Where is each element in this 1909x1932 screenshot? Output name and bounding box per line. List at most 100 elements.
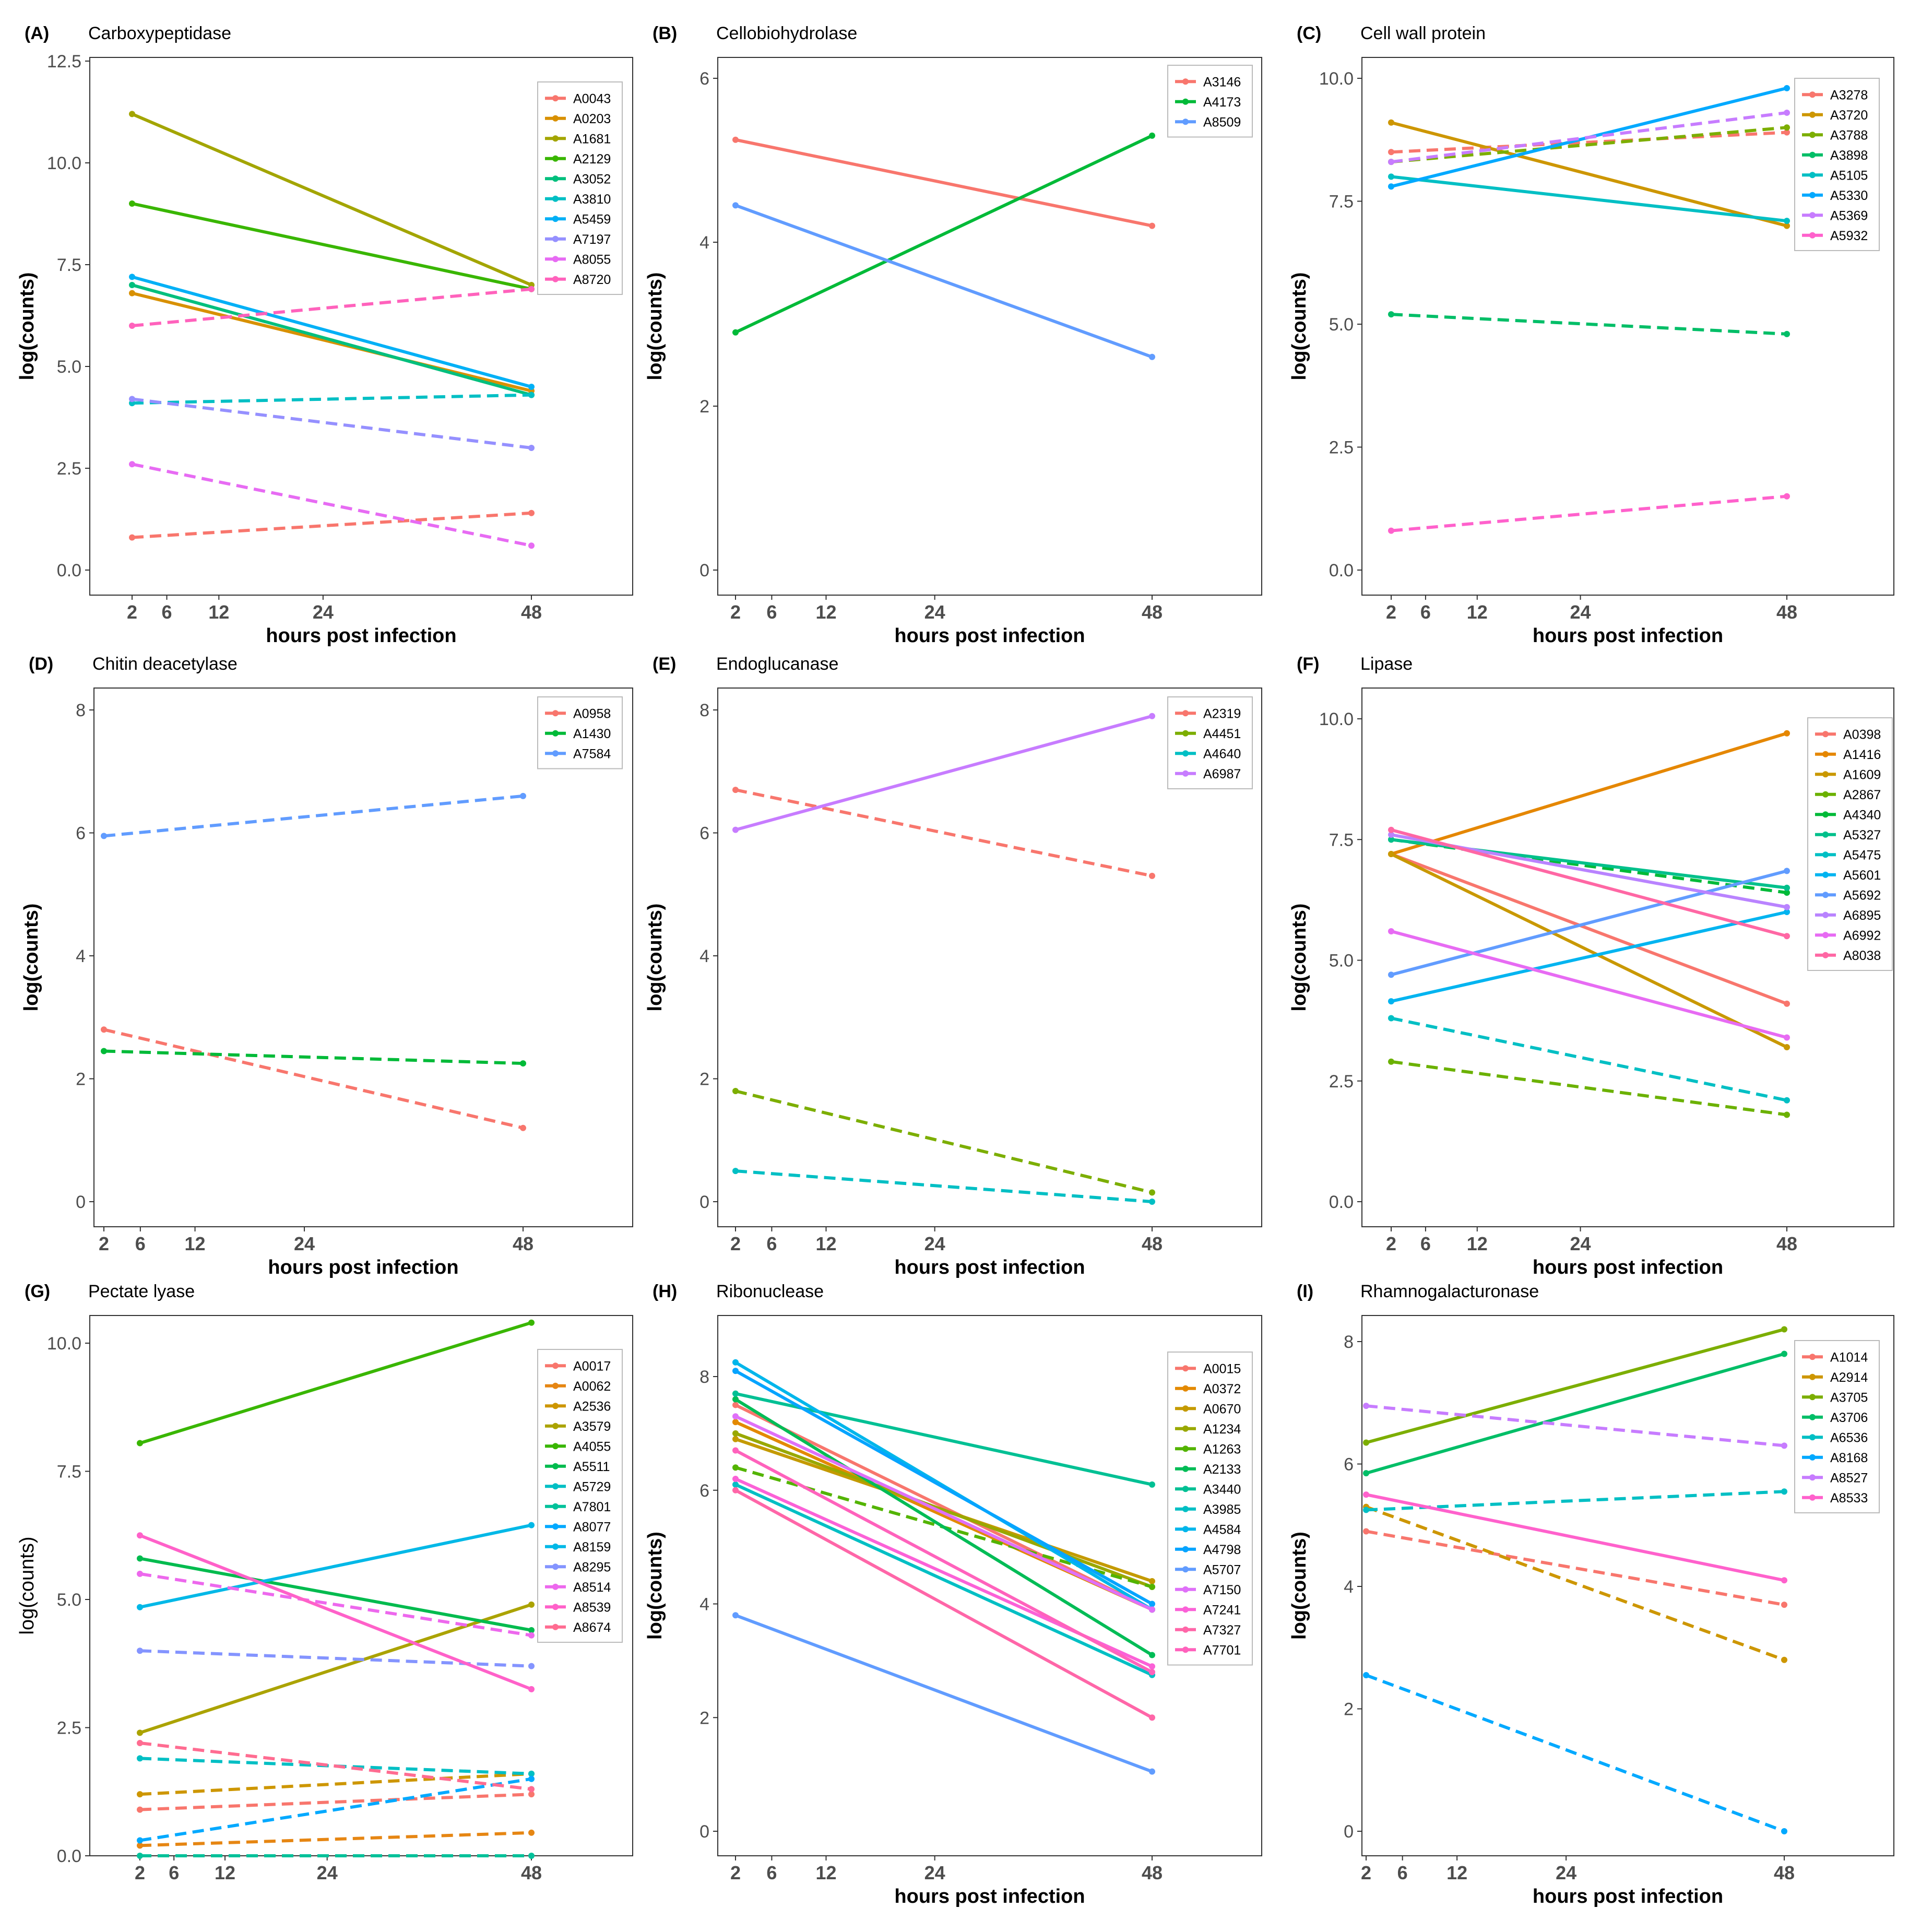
legend-label: A3788 — [1830, 128, 1868, 143]
legend-swatch-dot — [1809, 91, 1816, 98]
data-point-A8295 — [528, 1663, 535, 1669]
y-tick-label: 2.5 — [57, 1718, 81, 1738]
data-point-A0670 — [732, 1436, 739, 1442]
y-tick-label: 2.5 — [1329, 438, 1354, 458]
legend-swatch-dot — [552, 235, 559, 242]
legend-swatch-dot — [552, 155, 559, 162]
trend-line-A0017 — [139, 1793, 532, 1811]
data-point-A4055 — [528, 1319, 535, 1326]
legend-swatch-dot — [1822, 831, 1829, 838]
legend-swatch-dot — [552, 1443, 559, 1450]
y-tick-label: 5.0 — [57, 357, 81, 377]
data-point-A7701 — [1149, 1669, 1155, 1676]
panel-tag: (C) — [1297, 23, 1321, 43]
y-tick-label: 10.0 — [1319, 69, 1354, 89]
x-tick-label: 6 — [1397, 1862, 1408, 1883]
legend-swatch-dot — [1822, 851, 1829, 858]
y-tick-label: 2 — [699, 397, 709, 417]
legend-label: A3440 — [1203, 1482, 1241, 1497]
data-point-A6987 — [1149, 713, 1155, 719]
data-point-A8527 — [1781, 1442, 1787, 1449]
legend-label: A3985 — [1203, 1502, 1241, 1517]
y-tick-label: 4 — [76, 946, 86, 966]
panel-title: Carboxypeptidase — [88, 23, 231, 43]
trend-line-A3810 — [132, 393, 532, 405]
panel-title: Rhamnogalacturonase — [1360, 1282, 1539, 1301]
legend-swatch-dot — [1182, 1425, 1189, 1432]
x-axis-title: hours post infection — [268, 1257, 458, 1278]
data-point-A0958 — [101, 1026, 107, 1033]
y-tick-label: 4 — [699, 233, 709, 253]
legend-label: A5729 — [573, 1479, 611, 1494]
panel-tag: (I) — [1297, 1282, 1313, 1301]
data-point-A8539 — [528, 1686, 535, 1692]
legend-label: A6536 — [1830, 1430, 1868, 1445]
x-tick-label: 2 — [127, 601, 137, 623]
panel-tag: (A) — [25, 23, 49, 43]
data-point-A5475 — [1784, 1097, 1790, 1104]
data-point-A5601 — [1784, 909, 1790, 915]
legend-label: A7197 — [573, 232, 611, 247]
legend-swatch-dot — [1182, 1506, 1189, 1512]
panel-title: Cell wall protein — [1360, 23, 1486, 43]
legend-label: A4798 — [1203, 1543, 1241, 1557]
legend-swatch-dot — [552, 730, 559, 737]
data-point-A8038 — [1388, 826, 1394, 833]
data-point-A3898 — [1784, 330, 1790, 337]
y-axis-title: log(counts) — [16, 1537, 38, 1635]
legend-swatch-dot — [1809, 132, 1816, 138]
y-tick-label: 8 — [699, 701, 709, 720]
legend-swatch-dot — [1182, 1626, 1189, 1633]
trend-line-A8038 — [1391, 828, 1787, 938]
panel-0: (A) Carboxypeptidase 0.0 2.5 5.0 7.5 10.0 12.5 2… — [16, 23, 633, 647]
panel-title: Ribonuclease — [716, 1282, 824, 1301]
data-point-A1234 — [732, 1430, 739, 1437]
legend-swatch-dot — [1822, 932, 1829, 939]
legend-label: A3720 — [1830, 108, 1868, 123]
data-point-A2319 — [1149, 872, 1155, 879]
legend-label: A1234 — [1203, 1422, 1241, 1437]
legend-swatch-dot — [1809, 1474, 1816, 1481]
data-point-A4173 — [1149, 132, 1155, 139]
trend-line-A5105 — [1391, 175, 1787, 223]
legend-label: A3810 — [573, 192, 611, 207]
legend-label: A7327 — [1203, 1623, 1241, 1638]
legend-label: A8055 — [573, 252, 611, 267]
data-point-A2867 — [1784, 1111, 1790, 1118]
legend-label: A5459 — [573, 212, 611, 227]
x-axis-title: hours post infection — [894, 625, 1085, 647]
x-tick-label: 48 — [1142, 601, 1163, 623]
data-point-A0015 — [732, 1402, 739, 1408]
y-tick-label: 10.0 — [47, 153, 81, 173]
legend-swatch-dot — [1182, 78, 1189, 85]
y-axis-title: log(counts) — [644, 272, 666, 381]
legend-label: A2914 — [1830, 1370, 1868, 1385]
data-point-A3579 — [137, 1729, 143, 1736]
data-point-A6895 — [1784, 904, 1790, 910]
legend-label: A5601 — [1843, 868, 1881, 883]
legend-box — [1794, 1340, 1880, 1513]
legend-swatch-dot — [552, 1483, 559, 1490]
legend-swatch-dot — [1182, 1486, 1189, 1492]
data-point-A7197 — [129, 396, 135, 402]
data-point-A5707 — [1149, 1768, 1155, 1775]
trend-line-A5459 — [132, 275, 532, 388]
data-point-A7801 — [137, 1853, 143, 1859]
y-tick-label: 4 — [699, 946, 709, 966]
panel-title: Cellobiohydrolase — [716, 23, 857, 43]
legend-label: A3278 — [1830, 88, 1868, 102]
data-point-A0062 — [137, 1842, 143, 1849]
y-tick-label: 6 — [699, 69, 709, 89]
legend-label: A7801 — [573, 1500, 611, 1514]
panel-title: Chitin deacetylase — [92, 654, 238, 674]
trend-line-A2129 — [132, 202, 532, 291]
panel-tag: (B) — [653, 23, 677, 43]
x-tick-label: 48 — [513, 1233, 533, 1254]
legend-swatch-dot — [1822, 811, 1829, 818]
trend-line-A0203 — [132, 291, 532, 393]
data-point-A8077 — [528, 1775, 535, 1782]
legend-swatch-dot — [1182, 1445, 1189, 1452]
data-point-A3705 — [1781, 1326, 1787, 1333]
